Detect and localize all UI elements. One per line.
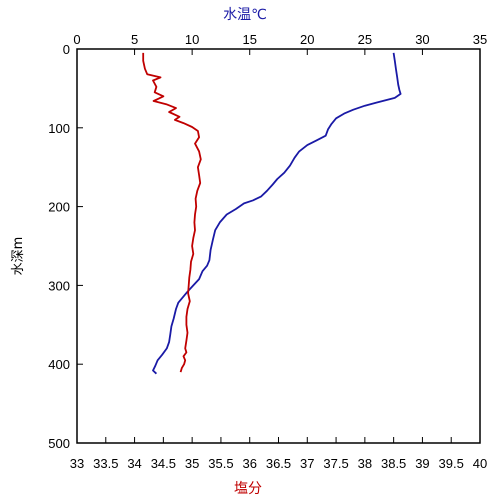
left-axis-tick-label: 100 <box>48 121 70 136</box>
bottom-axis-tick-label: 36.5 <box>266 456 291 471</box>
bottom-axis-tick-label: 33 <box>70 456 84 471</box>
top-axis-tick-label: 20 <box>300 32 314 47</box>
bottom-axis-tick-label: 37.5 <box>323 456 348 471</box>
top-axis-tick-label: 35 <box>473 32 487 47</box>
left-axis-tick-label: 200 <box>48 200 70 215</box>
top-axis-tick-label: 0 <box>73 32 80 47</box>
bottom-axis-tick-label: 38 <box>358 456 372 471</box>
top-axis-tick-label: 5 <box>131 32 138 47</box>
bottom-axis-tick-label: 34 <box>127 456 141 471</box>
bottom-axis-tick-label: 40 <box>473 456 487 471</box>
tick-group: 0 5 10 15 20 25 30 35 33 33.5 34 34.5 35 35.5 36 36.5 37… <box>48 32 487 471</box>
left-axis-tick-label: 300 <box>48 278 70 293</box>
top-axis-tick-label: 30 <box>415 32 429 47</box>
bottom-axis-tick-label: 34.5 <box>151 456 176 471</box>
left-axis-tick-label: 500 <box>48 436 70 451</box>
bottom-axis-tick-label: 39 <box>415 456 429 471</box>
series-group <box>142 52 402 375</box>
bottom-axis-title: 塩分 <box>234 481 262 497</box>
bottom-axis-tick-label: 36 <box>242 456 256 471</box>
bottom-axis-tick-label: 38.5 <box>381 456 406 471</box>
top-axis-tick-label: 15 <box>242 32 256 47</box>
bottom-axis-tick-label: 37 <box>300 456 314 471</box>
plot-frame <box>76 48 481 444</box>
top-axis-title: 水温℃ <box>223 7 267 23</box>
bottom-axis-tick-label: 33.5 <box>93 456 118 471</box>
top-axis-tick-label: 10 <box>185 32 199 47</box>
bottom-axis-tick-label: 35 <box>185 456 199 471</box>
left-axis-tick-label: 400 <box>48 357 70 372</box>
salinity-series-line <box>142 52 202 373</box>
left-axis-tick-label: 0 <box>63 42 70 57</box>
bottom-axis-tick-label: 39.5 <box>439 456 464 471</box>
top-axis-tick-label: 25 <box>358 32 372 47</box>
temperature-series-line <box>152 52 402 375</box>
left-axis-title: 水深m <box>11 237 26 276</box>
bottom-axis-tick-label: 35.5 <box>208 456 233 471</box>
